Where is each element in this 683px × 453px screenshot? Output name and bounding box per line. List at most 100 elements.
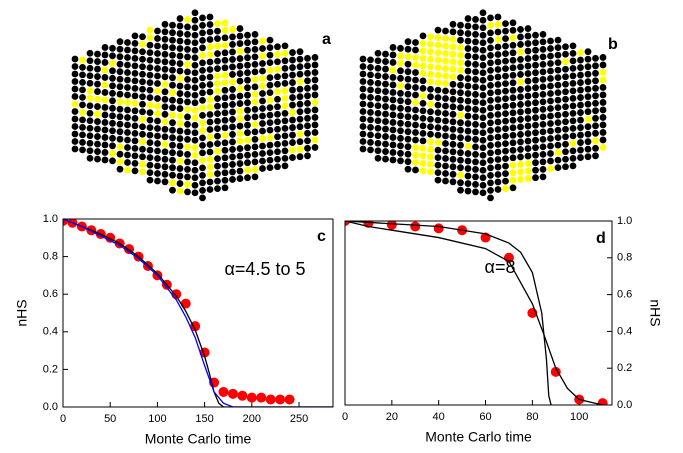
site [244,106,251,114]
site [304,107,311,115]
site [374,57,382,65]
site [472,188,479,196]
site [442,147,449,155]
site [311,136,319,144]
site [191,61,199,69]
site [191,69,199,77]
site [554,59,562,67]
site [539,68,547,76]
site [547,165,554,172]
site [71,78,79,85]
site [214,95,221,103]
site [176,120,184,127]
site [101,111,109,119]
site [539,60,547,68]
site [374,79,382,87]
site [464,187,472,195]
site [304,92,311,100]
site [397,89,404,97]
site [191,159,199,167]
site [109,112,116,120]
site [517,176,524,183]
site [191,151,199,159]
site [236,92,244,100]
site [442,125,449,132]
site [584,138,592,146]
site [502,27,509,35]
site [221,109,229,117]
site [494,43,502,51]
site [494,133,502,141]
site [427,168,434,176]
site [199,104,206,112]
site [464,180,472,187]
site [259,82,266,90]
site [71,115,79,123]
site [487,194,494,202]
site [494,88,502,96]
site [154,155,161,162]
site [479,16,487,24]
site [244,54,251,62]
site [124,106,131,114]
site [569,102,577,110]
y-tick-label: 0.2 [617,362,632,374]
site [562,163,569,171]
site [569,87,577,95]
site [229,123,236,131]
site [184,38,191,46]
site [487,51,494,59]
site [472,76,479,83]
site [569,117,577,125]
site [524,115,532,122]
site [404,150,412,158]
site [449,95,457,103]
site [146,161,154,169]
site [427,48,434,56]
site [176,105,184,112]
site [191,54,199,62]
site [449,170,457,178]
site [266,134,274,142]
site [472,173,479,181]
site [404,120,412,128]
site [554,96,562,104]
site [169,44,176,52]
site [296,153,304,161]
site [382,155,389,163]
site [532,91,539,99]
site [592,99,599,107]
site [236,175,244,182]
site [221,146,229,154]
site [517,168,524,176]
site [289,79,296,86]
site [472,121,479,128]
site [251,53,259,61]
site [472,98,479,106]
site [184,83,191,91]
site [214,147,221,155]
site [464,60,472,67]
site [457,51,464,59]
site [554,134,562,142]
site [382,65,389,73]
site [169,36,176,44]
site [176,75,184,82]
site [517,71,524,78]
site [554,81,562,89]
site [569,147,577,155]
x-tick-label: 200 [243,413,261,425]
site [479,136,487,144]
site [577,64,584,71]
site [502,50,509,58]
site [274,43,281,51]
site [244,144,251,152]
site [289,116,296,124]
site [109,142,116,150]
site [464,22,472,30]
site [131,32,139,40]
site [124,136,131,144]
site [191,174,199,182]
site [221,124,229,132]
site [554,44,562,52]
